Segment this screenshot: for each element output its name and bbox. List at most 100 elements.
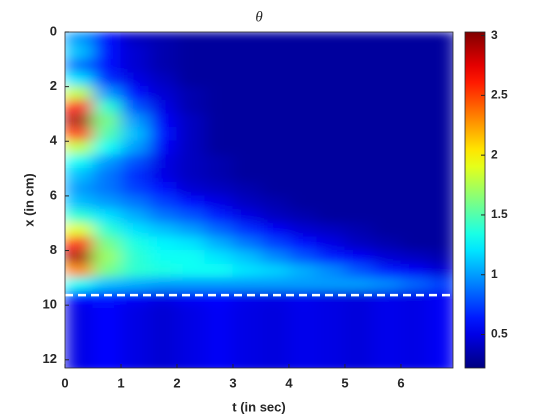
heatmap-cell xyxy=(316,236,346,252)
heatmap-cell xyxy=(232,113,262,129)
heatmap-cell xyxy=(232,45,262,60)
heatmap-cell xyxy=(176,113,206,129)
heatmap-cell xyxy=(428,32,453,47)
heatmap-cell xyxy=(148,86,178,101)
heatmap-cell xyxy=(148,236,178,252)
heatmap-cell xyxy=(344,32,374,47)
heatmap-cell xyxy=(316,32,346,47)
colorbar-tick-label: 3 xyxy=(491,28,498,42)
heatmap-cell xyxy=(176,345,206,361)
heatmap-cell xyxy=(260,168,290,183)
heatmap-cell xyxy=(204,58,234,74)
heatmap-cell xyxy=(316,86,346,101)
heatmap-cell xyxy=(120,154,150,170)
heatmap-cell xyxy=(372,154,402,170)
heatmap-cell xyxy=(316,222,346,238)
heatmap-cell xyxy=(232,72,262,88)
colorbar-tick-label: 2 xyxy=(491,147,498,161)
heatmap-cell xyxy=(204,154,234,170)
heatmap-cell xyxy=(148,277,178,293)
heatmap-cell xyxy=(288,359,318,368)
heatmap-cell xyxy=(288,263,318,279)
heatmap-cell xyxy=(65,32,94,47)
heatmap-cell xyxy=(344,99,374,115)
heatmap-cell xyxy=(316,168,346,183)
heatmap-cell xyxy=(288,209,318,224)
heatmap-cell xyxy=(344,140,374,156)
heatmap-cell xyxy=(148,263,178,279)
heatmap-cell xyxy=(344,304,374,320)
heatmap-cell xyxy=(65,318,94,333)
heatmap-cell xyxy=(428,181,453,197)
heatmap-cell xyxy=(148,72,178,88)
heatmap-cell xyxy=(428,140,453,156)
heatmap-cell xyxy=(148,331,178,347)
heatmap-cell xyxy=(316,195,346,211)
heatmap-cell xyxy=(232,99,262,115)
heatmap-cell xyxy=(344,72,374,88)
heatmap-cell xyxy=(148,168,178,183)
heatmap-cell xyxy=(260,99,290,115)
heatmap-cell xyxy=(204,250,234,265)
heatmap-cell xyxy=(232,181,262,197)
x-tick-label: 3 xyxy=(229,375,236,390)
heatmap-cell xyxy=(260,127,290,142)
heatmap-cell xyxy=(428,113,453,129)
heatmap-cell xyxy=(316,181,346,197)
heatmap-cell xyxy=(428,58,453,74)
heatmap-cell xyxy=(344,113,374,129)
heatmap-cell xyxy=(92,140,122,156)
heatmap-cell xyxy=(120,140,150,156)
heatmap-cell xyxy=(176,32,206,47)
heatmap-cell xyxy=(92,181,122,197)
heatmap-cell xyxy=(316,250,346,265)
heatmap-cell xyxy=(232,359,262,368)
heatmap-cell xyxy=(176,209,206,224)
heatmap-cell xyxy=(232,168,262,183)
heatmap-cell xyxy=(232,250,262,265)
heatmap-cell xyxy=(344,263,374,279)
heatmap-cell xyxy=(344,58,374,74)
heatmap-cell xyxy=(316,277,346,293)
heatmap-cell xyxy=(260,86,290,101)
heatmap-cell xyxy=(344,154,374,170)
heatmap-cell xyxy=(372,236,402,252)
heatmap-cell xyxy=(288,250,318,265)
heatmap-cell xyxy=(260,45,290,60)
heatmap-cell xyxy=(316,99,346,115)
heatmap-cell xyxy=(92,359,122,368)
x-tick-label: 0 xyxy=(61,375,68,390)
heatmap-cell xyxy=(92,45,122,60)
y-tick-label: 2 xyxy=(50,78,57,93)
colorbar-tick-label: 1 xyxy=(491,267,498,281)
heatmap-cell xyxy=(120,113,150,129)
heatmap-cell xyxy=(344,318,374,333)
heatmap-cell xyxy=(204,168,234,183)
heatmap-cell xyxy=(204,359,234,368)
heatmap-cell xyxy=(400,277,430,293)
heatmap-cell xyxy=(400,58,430,74)
heatmap-cell xyxy=(65,99,94,115)
heatmap-cell xyxy=(316,291,346,306)
heatmap-cell xyxy=(204,277,234,293)
heatmap-cell xyxy=(260,72,290,88)
heatmap-cell xyxy=(400,291,430,306)
y-tick-label: 4 xyxy=(50,133,58,148)
heatmap-cell xyxy=(92,154,122,170)
heatmap-cell xyxy=(120,359,150,368)
heatmap-cell xyxy=(260,291,290,306)
heatmap-cell xyxy=(400,99,430,115)
heatmap-cell xyxy=(288,291,318,306)
heatmap-cell xyxy=(372,250,402,265)
heatmap-cell xyxy=(65,209,94,224)
heatmap-cell xyxy=(204,331,234,347)
heatmap-cell xyxy=(288,86,318,101)
heatmap-cell xyxy=(260,195,290,211)
colorbar-tick-label: 2.5 xyxy=(491,88,508,102)
chart-title: θ xyxy=(255,9,263,25)
heatmap-cell xyxy=(65,45,94,60)
heatmap-cell xyxy=(400,318,430,333)
heatmap-cell xyxy=(260,236,290,252)
heatmap-cell xyxy=(428,263,453,279)
heatmap-cell xyxy=(316,45,346,60)
